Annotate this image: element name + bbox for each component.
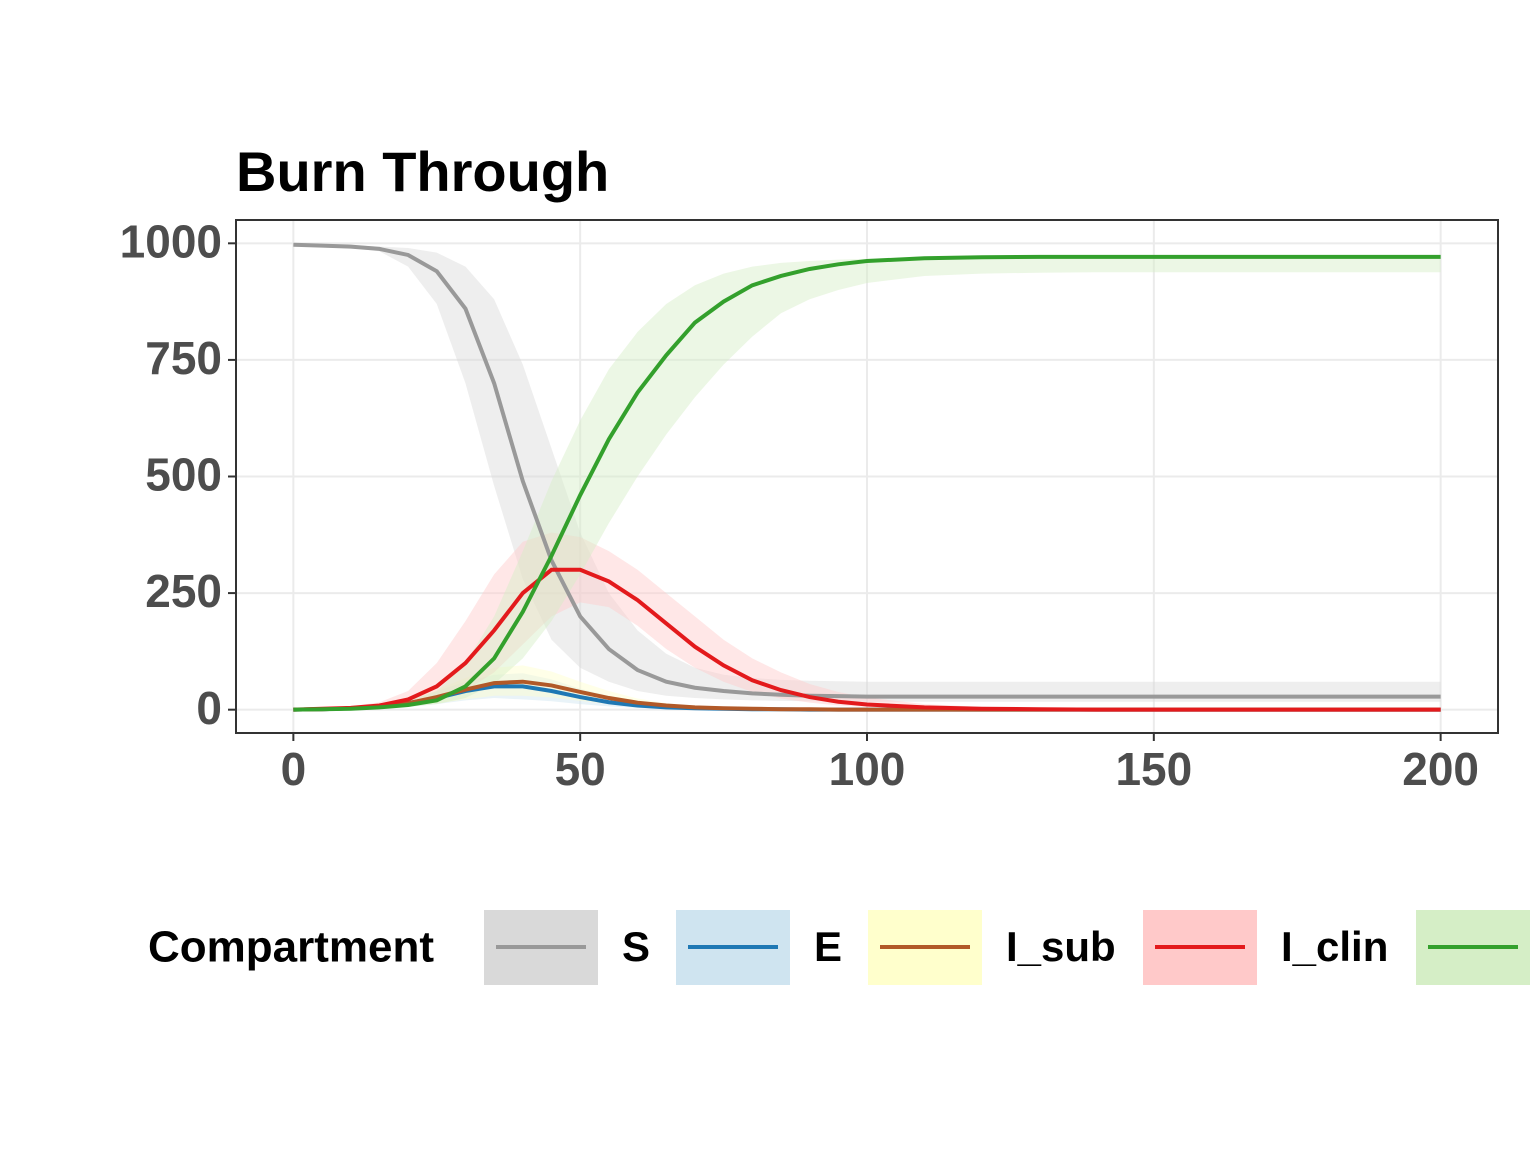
line — [293, 254, 1441, 712]
legend-label: I_sub — [1006, 923, 1116, 970]
line — [293, 242, 1441, 699]
panel-border — [235, 219, 1499, 734]
line — [293, 567, 1441, 712]
y-tick-label: 250 — [145, 565, 222, 617]
legend-title: Compartment — [148, 923, 434, 972]
band — [293, 673, 1441, 710]
y-tick-label: 500 — [145, 449, 222, 501]
legend-label: E — [814, 923, 842, 970]
y-tick-label: 0 — [196, 682, 222, 734]
x-tick-label: 50 — [555, 743, 606, 795]
x-tick-label: 150 — [1115, 743, 1192, 795]
band — [293, 532, 1441, 710]
chart-title: Burn Through — [236, 140, 609, 203]
y-tick-label: 750 — [145, 332, 222, 384]
legend-label: S — [622, 923, 650, 970]
x-tick-label: 200 — [1402, 743, 1479, 795]
y-tick-label: 1000 — [120, 215, 222, 267]
band — [293, 244, 1441, 702]
legend-label: I_clin — [1281, 923, 1388, 970]
x-tick-label: 0 — [281, 743, 307, 795]
x-tick-label: 100 — [829, 743, 906, 795]
